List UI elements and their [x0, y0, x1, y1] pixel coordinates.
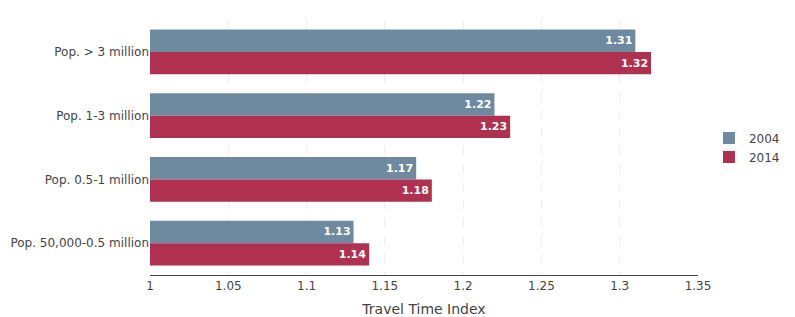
svg-text:Pop. 50,000-0.5 million: Pop. 50,000-0.5 million: [10, 236, 149, 250]
svg-text:Pop. 0.5-1 million: Pop. 0.5-1 million: [45, 173, 149, 187]
svg-text:Pop. 1-3 million: Pop. 1-3 million: [56, 109, 149, 123]
svg-text:1.17: 1.17: [386, 162, 413, 175]
svg-text:1.14: 1.14: [339, 248, 366, 261]
svg-text:1.3: 1.3: [610, 279, 629, 293]
svg-text:2004: 2004: [749, 132, 780, 146]
svg-text:1.32: 1.32: [621, 57, 648, 70]
svg-text:1.25: 1.25: [528, 279, 555, 293]
svg-text:1.05: 1.05: [215, 279, 242, 293]
svg-text:Travel Time Index: Travel Time Index: [361, 301, 485, 317]
svg-text:1.15: 1.15: [372, 279, 399, 293]
svg-text:1.35: 1.35: [685, 279, 712, 293]
svg-text:1.18: 1.18: [402, 184, 429, 197]
svg-text:1.13: 1.13: [323, 225, 350, 238]
svg-text:1.2: 1.2: [454, 279, 473, 293]
svg-text:1.31: 1.31: [605, 34, 632, 47]
svg-text:1.22: 1.22: [464, 98, 491, 111]
svg-text:1.1: 1.1: [297, 279, 316, 293]
svg-text:Pop. > 3 million: Pop. > 3 million: [54, 45, 149, 59]
svg-text:2014: 2014: [749, 151, 780, 165]
svg-text:1: 1: [146, 279, 154, 293]
svg-text:1.23: 1.23: [480, 120, 507, 133]
